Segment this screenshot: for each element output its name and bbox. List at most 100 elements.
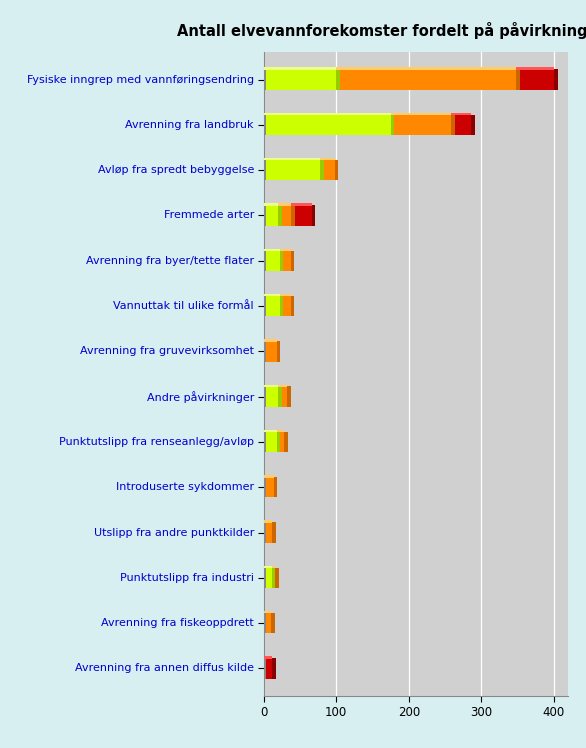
Bar: [272, 565, 275, 568]
Bar: [264, 565, 272, 568]
Bar: [264, 160, 265, 180]
Bar: [264, 430, 277, 432]
Bar: [278, 203, 291, 206]
Bar: [280, 251, 283, 271]
Bar: [264, 339, 277, 342]
Bar: [280, 248, 291, 251]
Bar: [284, 432, 288, 452]
Bar: [274, 477, 278, 497]
Bar: [278, 205, 282, 226]
Bar: [260, 656, 264, 659]
Bar: [260, 339, 264, 342]
Bar: [264, 160, 321, 180]
Bar: [260, 475, 264, 477]
Bar: [554, 70, 557, 90]
Bar: [391, 114, 394, 135]
Bar: [278, 384, 287, 387]
Bar: [264, 158, 321, 160]
Bar: [278, 205, 291, 226]
Bar: [272, 658, 276, 678]
Bar: [264, 296, 280, 316]
Bar: [264, 522, 272, 543]
Bar: [264, 113, 391, 115]
Bar: [516, 70, 554, 90]
Bar: [260, 70, 264, 90]
Bar: [278, 387, 287, 407]
Bar: [516, 67, 554, 70]
Bar: [260, 521, 264, 523]
Bar: [264, 521, 272, 523]
Bar: [260, 565, 264, 568]
Bar: [291, 251, 294, 271]
Bar: [264, 251, 265, 271]
Bar: [260, 114, 264, 135]
Bar: [264, 70, 336, 90]
Bar: [264, 205, 265, 226]
Bar: [516, 70, 520, 90]
Bar: [264, 205, 278, 226]
Bar: [260, 384, 264, 387]
Bar: [260, 341, 264, 361]
Bar: [260, 160, 264, 180]
Bar: [451, 113, 471, 115]
Bar: [264, 568, 265, 588]
Bar: [291, 296, 294, 316]
Bar: [260, 611, 264, 613]
Bar: [264, 477, 265, 497]
Bar: [277, 432, 280, 452]
Bar: [260, 430, 264, 432]
Bar: [260, 296, 264, 316]
Bar: [260, 251, 264, 271]
Bar: [260, 248, 264, 251]
Bar: [335, 160, 339, 180]
Bar: [264, 613, 265, 634]
Bar: [264, 432, 265, 452]
Bar: [264, 384, 278, 387]
Bar: [264, 613, 271, 634]
Bar: [264, 658, 272, 678]
Bar: [291, 203, 312, 206]
Bar: [321, 158, 335, 160]
Bar: [260, 113, 264, 115]
Bar: [264, 568, 272, 588]
Bar: [264, 477, 274, 497]
Bar: [260, 158, 264, 160]
Bar: [280, 296, 291, 316]
Bar: [321, 160, 324, 180]
Bar: [272, 522, 276, 543]
Bar: [280, 296, 283, 316]
Bar: [264, 658, 265, 678]
Bar: [277, 432, 284, 452]
Bar: [336, 70, 516, 90]
Bar: [451, 114, 455, 135]
Bar: [260, 522, 264, 543]
Bar: [264, 203, 278, 206]
Bar: [264, 522, 265, 543]
Bar: [291, 205, 295, 226]
Bar: [264, 341, 265, 361]
Bar: [264, 114, 391, 135]
Bar: [275, 568, 279, 588]
Bar: [260, 203, 264, 206]
Bar: [264, 387, 265, 407]
Bar: [264, 656, 272, 659]
Bar: [264, 70, 265, 90]
Bar: [280, 251, 291, 271]
Bar: [260, 205, 264, 226]
Bar: [336, 70, 340, 90]
Bar: [264, 475, 274, 477]
Bar: [277, 341, 280, 361]
Bar: [336, 67, 516, 70]
Bar: [260, 432, 264, 452]
Title: Antall elvevannforekomster fordelt på påvirkningsgruppe: Antall elvevannforekomster fordelt på på…: [177, 22, 586, 39]
Bar: [264, 432, 277, 452]
Bar: [451, 114, 471, 135]
Bar: [260, 477, 264, 497]
Bar: [260, 613, 264, 634]
Bar: [260, 658, 264, 678]
Bar: [471, 114, 475, 135]
Bar: [272, 568, 276, 588]
Bar: [264, 387, 278, 407]
Bar: [391, 113, 451, 115]
Bar: [278, 387, 282, 407]
